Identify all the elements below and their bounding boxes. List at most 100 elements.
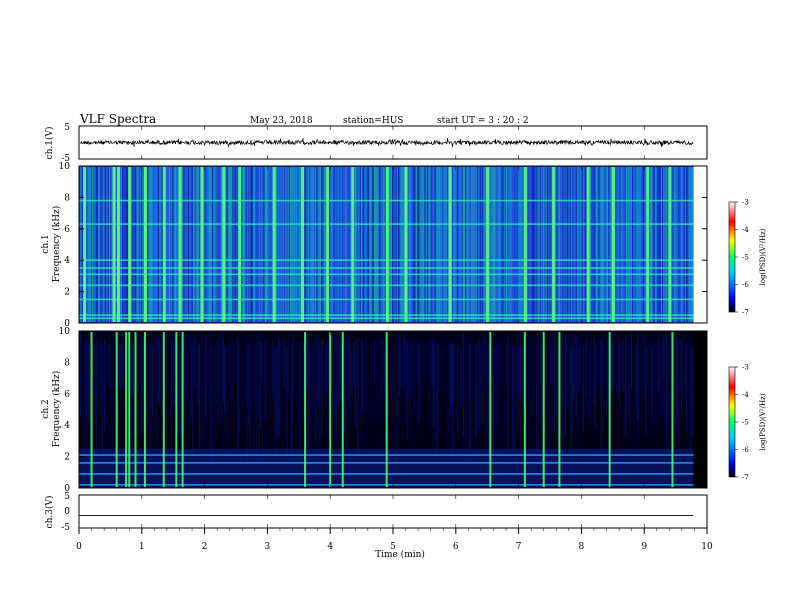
spectrogram-column xyxy=(140,167,142,322)
spectrogram-column xyxy=(102,346,104,398)
spectrogram-column xyxy=(192,167,194,322)
spectrogram-column xyxy=(294,167,296,322)
spectrogram-column xyxy=(502,167,504,322)
spectrogram-column xyxy=(599,167,601,322)
spectrogram-column xyxy=(684,167,686,322)
spectrogram-column xyxy=(684,332,686,396)
spectrogram-column xyxy=(664,335,666,420)
ytick-label: 0 xyxy=(64,319,70,329)
spectrogram-column xyxy=(528,167,530,322)
spectrogram-column xyxy=(650,335,652,423)
spectrogram-column xyxy=(246,347,248,463)
spectrogram-column xyxy=(531,167,533,322)
spectrogram-column xyxy=(495,167,497,322)
spectrogram-column xyxy=(458,167,460,322)
vertical-burst xyxy=(143,167,147,322)
spectrogram-column xyxy=(441,167,443,322)
spectrogram-column xyxy=(640,334,642,443)
vertical-burst xyxy=(238,167,242,322)
spectrogram-column xyxy=(363,167,365,322)
spectrogram-column xyxy=(452,344,454,457)
spectrogram-column xyxy=(442,335,444,391)
spectrogram-column xyxy=(98,340,100,434)
spectrogram-column xyxy=(658,167,660,322)
spectrogram-column xyxy=(104,339,106,431)
spectrogram-column xyxy=(645,167,647,322)
spectrogram-column xyxy=(591,167,593,322)
spectrogram-column xyxy=(110,332,112,446)
spectrogram-column xyxy=(604,167,606,322)
spectrogram-column xyxy=(441,342,443,439)
spectrogram-column xyxy=(632,167,634,322)
spectrogram-column xyxy=(176,167,178,322)
spectrogram-column xyxy=(148,334,150,444)
spectrogram-column xyxy=(501,167,503,322)
spectrogram-column xyxy=(166,338,168,391)
spectrogram-column xyxy=(266,167,268,322)
spectrogram-column xyxy=(482,341,484,445)
spectrogram-column xyxy=(362,340,364,412)
spectrogram-column xyxy=(286,346,288,455)
spectrogram-column xyxy=(366,343,368,450)
spectrogram-column xyxy=(665,333,667,442)
spectrogram-column xyxy=(458,332,460,432)
vertical-burst xyxy=(671,332,674,487)
spectrogram-column xyxy=(299,345,301,460)
spectrogram-column xyxy=(203,167,205,322)
vertical-burst xyxy=(329,332,332,487)
spectrogram-column xyxy=(416,337,418,381)
spectrogram-column xyxy=(593,167,595,322)
spectrogram-column xyxy=(137,337,139,401)
spectrogram-column xyxy=(572,167,574,322)
spectrogram-column xyxy=(378,337,380,453)
spectrogram-column xyxy=(641,167,643,322)
ch2-spec-ylabel-frequency: Frequency (kHz) xyxy=(51,371,62,448)
vertical-burst xyxy=(486,167,490,322)
spectrogram-column xyxy=(141,167,143,322)
spectrogram-column xyxy=(198,343,200,447)
spectrogram-column xyxy=(620,167,622,322)
spectrogram-column xyxy=(597,167,599,322)
spectrogram-column xyxy=(497,340,499,382)
spectrogram-column xyxy=(596,338,598,394)
spectrogram-column xyxy=(622,167,624,322)
spectrogram-column xyxy=(194,167,196,322)
spectrogram-column xyxy=(544,335,546,387)
spectrogram-column xyxy=(250,334,252,423)
vertical-burst xyxy=(128,167,132,322)
spectrogram-column xyxy=(126,167,128,322)
spectrogram-column xyxy=(470,343,472,449)
ch1-spectrogram-image xyxy=(78,165,708,324)
spectrogram-column xyxy=(669,337,671,419)
spectrogram-column xyxy=(207,332,209,399)
spectrogram-column xyxy=(630,167,632,322)
spectrogram-column xyxy=(160,167,162,322)
spectrogram-column xyxy=(160,339,162,453)
spectrogram-column xyxy=(353,167,355,322)
spectrogram-column xyxy=(598,345,600,399)
spectrogram-column xyxy=(179,338,181,437)
spectrogram-column xyxy=(414,335,416,409)
spectrogram-column xyxy=(298,342,300,458)
spectrogram-column xyxy=(582,167,584,322)
spectrogram-column xyxy=(302,333,304,388)
spectrogram-column xyxy=(455,167,457,322)
spectrogram-column xyxy=(195,339,197,427)
spectrogram-column xyxy=(560,167,562,322)
spectrogram-column xyxy=(638,167,640,322)
spectrogram-column xyxy=(318,167,320,322)
ytick-label: 6 xyxy=(64,225,70,235)
spectrogram-column xyxy=(150,167,152,322)
spectrogram-column xyxy=(168,334,170,392)
vertical-burst xyxy=(112,167,116,322)
spectrogram-column xyxy=(197,167,199,322)
spectrogram-column xyxy=(233,343,235,446)
spectrogram-column xyxy=(683,167,685,322)
spectrogram-column xyxy=(251,167,253,322)
vertical-burst xyxy=(304,332,307,487)
colorbar-tick-label: -3 xyxy=(742,364,749,372)
spectrogram-column xyxy=(622,340,624,391)
spectrogram-column xyxy=(627,343,629,406)
spectrogram-column xyxy=(561,335,563,404)
spectrogram-column xyxy=(617,344,619,450)
